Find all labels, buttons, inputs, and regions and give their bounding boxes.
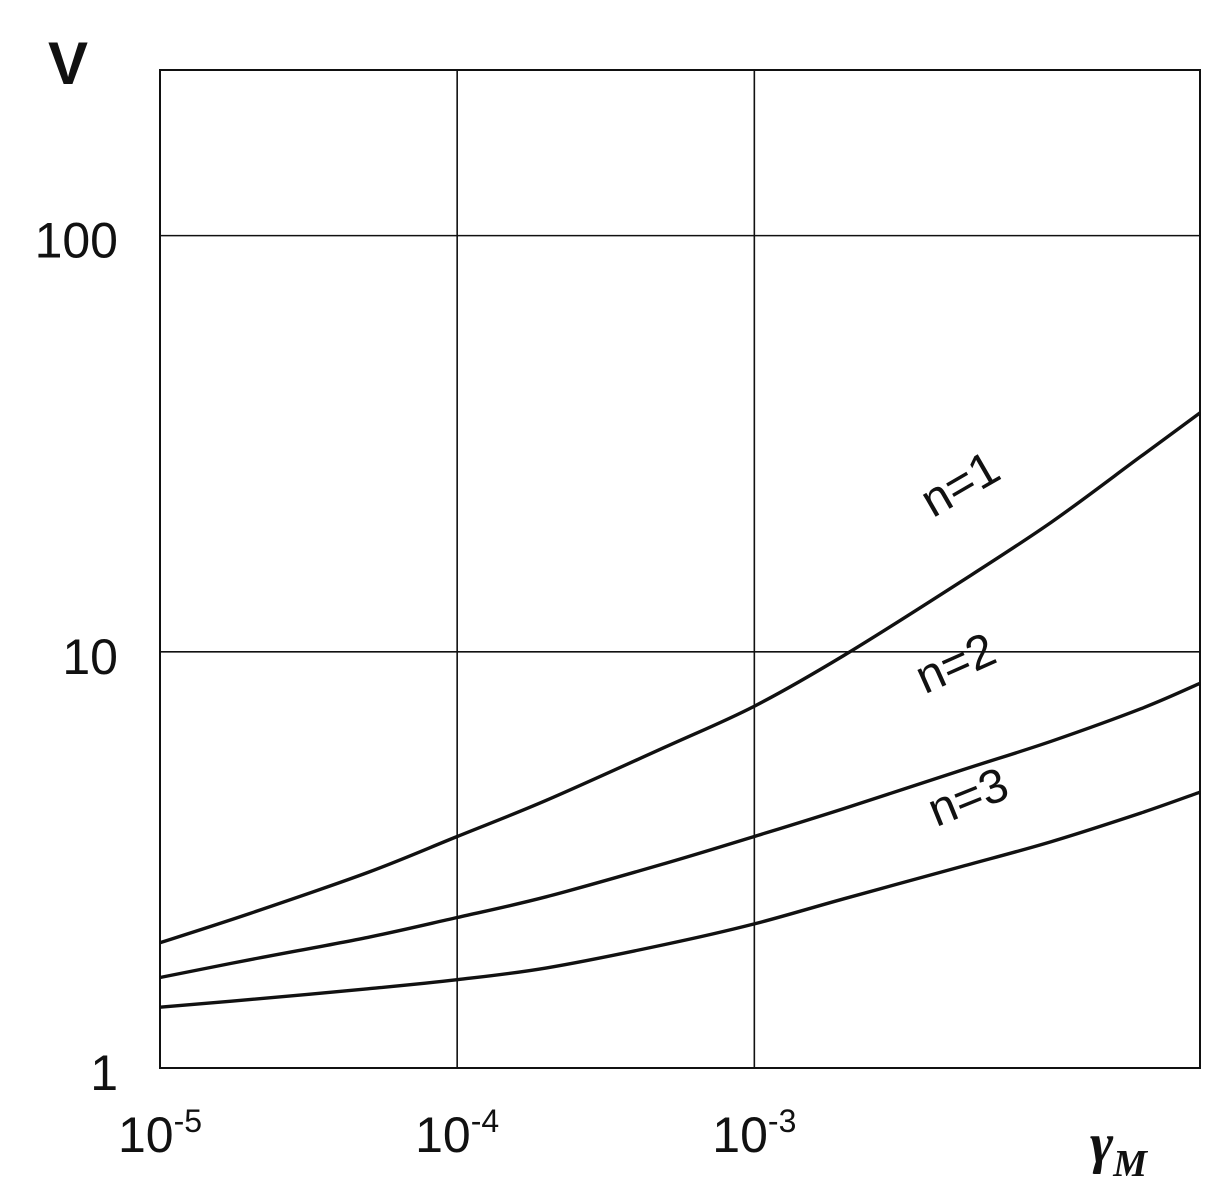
series-label-n-3: n=3: [921, 758, 1016, 838]
grid: [160, 70, 1200, 1068]
x-tick-base: 10: [118, 1107, 174, 1163]
x-tick-label: 10-4: [415, 1103, 499, 1163]
x-axis-label-base: γ: [1090, 1113, 1114, 1175]
series-line-n-3: [159, 790, 1201, 1009]
series-labels: n=1 n=2 n=3: [908, 441, 1016, 837]
series-line-n-2: [159, 681, 1201, 980]
x-tick-base: 10: [712, 1107, 768, 1163]
plot-frame: [159, 69, 1201, 1069]
y-tick-labels: 1 10 100: [35, 213, 118, 1101]
series-label-n-2: n=2: [908, 623, 1004, 705]
x-tick-labels: 10-5 10-4 10-3: [118, 1103, 796, 1163]
x-tick-exponent: -4: [471, 1103, 499, 1139]
y-tick-label: 100: [35, 213, 118, 269]
x-tick-base: 10: [415, 1107, 471, 1163]
x-tick-label: 10-3: [712, 1103, 796, 1163]
series-lines: [159, 411, 1202, 1009]
x-tick-exponent: -3: [768, 1103, 796, 1139]
x-tick-label: 10-5: [118, 1103, 202, 1163]
y-axis-label: V: [48, 30, 88, 97]
x-axis-label: γM: [1090, 1113, 1148, 1185]
x-axis-label-subscript: M: [1112, 1143, 1148, 1185]
x-tick-exponent: -5: [174, 1103, 202, 1139]
series-line-n-1: [159, 411, 1202, 945]
y-tick-label: 1: [90, 1045, 118, 1101]
y-tick-label: 10: [62, 629, 118, 685]
series-label-n-1: n=1: [912, 441, 1009, 528]
